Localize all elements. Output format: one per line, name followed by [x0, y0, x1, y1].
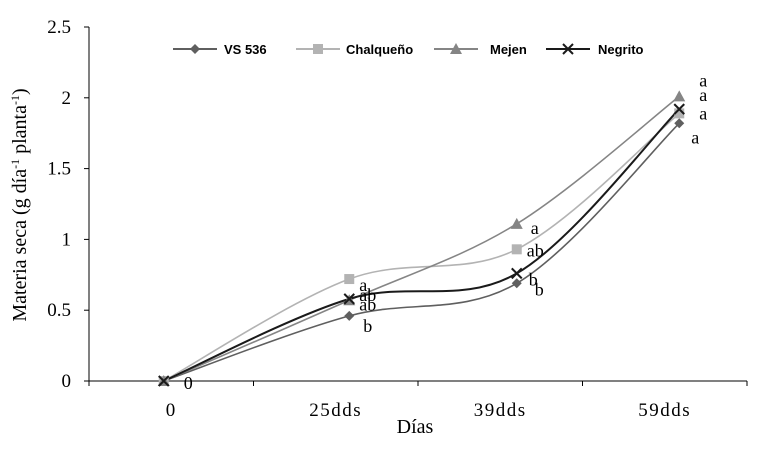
legend-item: Chalqueño	[296, 42, 413, 57]
data-label: a	[699, 85, 707, 105]
data-point	[344, 310, 355, 321]
data-point	[674, 118, 685, 129]
y-tick-label: 0	[62, 371, 72, 392]
data-label: a	[359, 275, 367, 295]
y-axis-title: Materia seca (g día-1 planta-1)	[8, 88, 31, 321]
x-tick-label: 0	[166, 400, 177, 421]
data-point	[344, 274, 355, 285]
legend-label: Negrito	[598, 42, 644, 57]
x-axis-ticks: 0 25dds 39dds 59dds	[88, 381, 748, 421]
series-line-vs-536	[163, 122, 680, 382]
legend-marker	[190, 44, 200, 54]
data-label: ab	[359, 294, 376, 314]
series-lines	[163, 95, 680, 382]
x-tick-label: 59dds	[638, 400, 691, 421]
data-label: 0	[184, 373, 193, 393]
data-label: a	[699, 70, 707, 90]
legend-item: Mejen	[434, 42, 527, 57]
legend-label: Chalqueño	[346, 42, 413, 57]
legend-marker	[562, 43, 574, 55]
y-axis-ticks: 0 0.5 1 1.5 2 2.5	[47, 17, 89, 392]
y-tick-label: 1.5	[47, 159, 71, 180]
data-point	[673, 90, 686, 102]
series-line-negrito	[163, 108, 680, 382]
data-point	[511, 267, 523, 280]
data-label: b	[535, 279, 544, 299]
series-markers	[157, 90, 686, 387]
x-tick-label: 39dds	[474, 400, 527, 421]
data-label: ab	[527, 240, 544, 260]
axes	[88, 27, 747, 382]
legend-label: VS 536	[224, 42, 267, 57]
x-axis-title: Días	[397, 416, 434, 438]
legend-marker	[313, 44, 323, 54]
data-label: a	[691, 127, 699, 147]
data-point	[674, 108, 685, 119]
data-label: b	[529, 269, 538, 289]
data-point	[510, 217, 523, 229]
data-label: a	[531, 218, 539, 238]
x-tick-label: 25dds	[309, 400, 362, 421]
data-point	[158, 375, 170, 387]
series-line-chalque-o	[163, 112, 680, 382]
y-tick-label: 1	[62, 229, 72, 250]
series-line-mejen	[163, 95, 680, 382]
data-label: a	[699, 103, 707, 123]
data-point	[511, 244, 522, 255]
legend-item: VS 536	[173, 42, 267, 57]
data-point	[511, 278, 522, 289]
legend-item: Negrito	[546, 42, 644, 57]
data-point	[343, 293, 355, 305]
legend-label: Mejen	[490, 42, 527, 57]
y-tick-label: 2.5	[47, 17, 71, 38]
y-tick-label: 2	[62, 88, 72, 109]
data-point	[673, 103, 685, 115]
data-label: ab	[359, 285, 376, 305]
y-tick-label: 0.5	[47, 300, 71, 321]
data-label: b	[363, 316, 372, 336]
legend: VS 536 Chalqueño Mejen Negrito	[173, 42, 644, 57]
legend-marker	[450, 43, 462, 54]
